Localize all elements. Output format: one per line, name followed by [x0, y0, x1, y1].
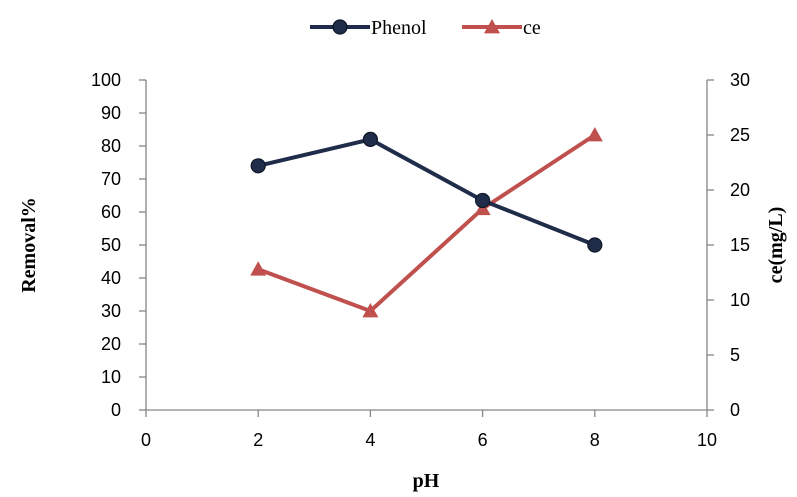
- data-point-ce: [250, 261, 267, 276]
- data-point-phenol: [362, 131, 378, 147]
- axes: [145, 80, 708, 411]
- x-axis-title: pH: [413, 470, 440, 492]
- data-point-phenol: [250, 158, 266, 174]
- data-point-ce: [586, 127, 603, 142]
- legend-label-ce: ce: [523, 17, 541, 39]
- data-point-phenol: [587, 237, 603, 253]
- y-tick-label: 0: [111, 400, 121, 420]
- x-tick-label: 0: [141, 430, 151, 450]
- y-tick-label: 40: [101, 268, 121, 288]
- y2-tick-label: 30: [730, 70, 750, 90]
- y-tick-label: 80: [101, 136, 121, 156]
- legend-marker-ce: [484, 19, 500, 34]
- y2-tick-label: 0: [730, 400, 740, 420]
- x-tick-label: 4: [365, 430, 375, 450]
- y-tick-label: 90: [101, 103, 121, 123]
- y2-axis-title: ce(mg/L): [765, 207, 787, 284]
- series: [250, 127, 603, 318]
- legend: Phenol ce: [310, 17, 541, 39]
- ticks: 0 2 4 6 8 10010203040506070809010005101520253…: [91, 70, 750, 450]
- data-point-ce: [362, 303, 379, 318]
- x-tick-label: 6: [478, 430, 488, 450]
- y-tick-label: 70: [101, 169, 121, 189]
- y2-tick-label: 25: [730, 125, 750, 145]
- y-tick-label: 30: [101, 301, 121, 321]
- y2-tick-label: 15: [730, 235, 750, 255]
- legend-label-phenol: Phenol: [371, 17, 427, 39]
- y-tick-label: 60: [101, 202, 121, 222]
- y-tick-label: 50: [101, 235, 121, 255]
- y2-tick-label: 10: [730, 290, 750, 310]
- y2-tick-label: 5: [730, 345, 740, 365]
- x-tick-label: 10: [697, 430, 717, 450]
- y-axis-title: Removal%: [18, 197, 40, 293]
- y-tick-label: 10: [101, 367, 121, 387]
- series-line-ce: [257, 133, 596, 313]
- y-tick-label: 100: [91, 70, 121, 90]
- legend-marker-phenol: [332, 19, 348, 35]
- x-tick-label: 8: [590, 430, 600, 450]
- x-tick-label: 2: [253, 430, 263, 450]
- y2-tick-label: 20: [730, 180, 750, 200]
- series-line-phenol: [257, 137, 596, 247]
- y-tick-label: 20: [101, 334, 121, 354]
- data-point-phenol: [475, 192, 491, 209]
